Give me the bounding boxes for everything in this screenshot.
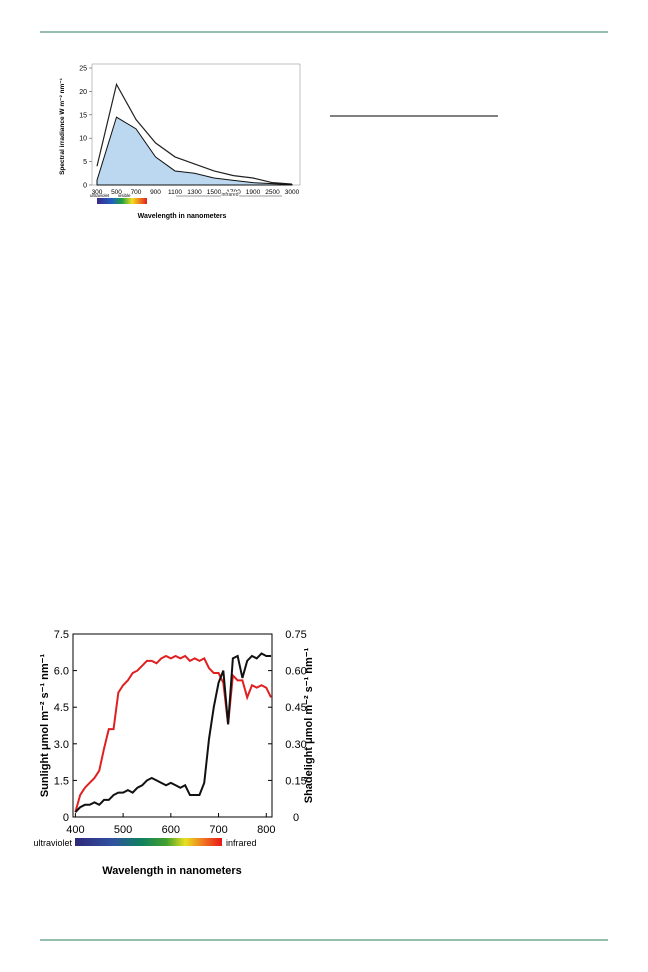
line	[96, 82, 293, 185]
y-tick-label: 15	[79, 112, 87, 119]
x-tick-label: 700	[209, 824, 227, 836]
y-tick-label: 10	[79, 136, 87, 143]
line	[74, 654, 272, 813]
band-label: ultraviolet	[90, 193, 110, 198]
y2-axis-title: Shadelight μmol m⁻² s⁻¹ nm⁻¹	[303, 647, 315, 803]
x-tick-label: 400	[66, 824, 84, 836]
y2-tick-label: 0.15	[285, 775, 306, 787]
y-tick-label: 3.0	[54, 739, 69, 751]
x-axis-title: Wavelength in nanometers	[138, 213, 227, 220]
x-tick-label: 600	[162, 824, 180, 836]
x-tick-label: 1500	[207, 189, 222, 196]
band-label: ultraviolet	[33, 838, 72, 848]
y2-tick-label: 0.75	[285, 629, 306, 641]
y2-tick-label: 0	[293, 812, 299, 824]
y-tick-label: 6.0	[54, 666, 69, 678]
x-tick-label: 3000	[285, 189, 300, 196]
y-tick-label: 0	[83, 183, 87, 190]
x-tick-label: 1900	[246, 189, 261, 196]
x-tick-label: 2500	[265, 189, 280, 196]
band-label: infrared	[226, 838, 257, 848]
area	[96, 116, 293, 186]
y-axis-title: Sunlight μmol m⁻² s⁻¹ nm⁻¹	[39, 654, 51, 798]
y-tick-label: 0	[63, 812, 69, 824]
line	[74, 652, 272, 813]
band-label: infrared	[222, 192, 239, 198]
plot-frame	[72, 633, 273, 818]
y-axis-title: Spectral irradiance W m⁻² nm⁻¹	[59, 78, 66, 175]
x-axis-title: Wavelength in nanometers	[102, 865, 242, 877]
y-tick-label: 20	[79, 89, 87, 96]
y2-tick-label: 0.30	[285, 739, 306, 751]
x-tick-label: 900	[150, 189, 161, 196]
x-tick-label: 500	[111, 189, 122, 196]
y-tick-label: 25	[79, 66, 87, 73]
y2-tick-label: 0.45	[285, 702, 306, 714]
y-tick-label: 4.5	[54, 702, 69, 714]
y-tick-label: 1.5	[54, 775, 69, 787]
spectrum-bar	[75, 838, 222, 846]
x-tick-label: 1100	[168, 189, 182, 196]
x-tick-label: 800	[257, 824, 275, 836]
x-tick-label: 300	[92, 189, 103, 196]
y-tick-label: 5	[83, 159, 87, 166]
y-tick-label: 7.5	[54, 629, 69, 641]
x-tick-label: 500	[114, 824, 132, 836]
y2-tick-label: 0.60	[285, 666, 306, 678]
x-tick-label: 1700	[226, 189, 241, 196]
x-tick-label: 700	[131, 189, 142, 196]
band-label: visible	[118, 193, 131, 198]
x-tick-label: 1300	[187, 189, 202, 196]
spectrum-bar	[97, 198, 147, 204]
